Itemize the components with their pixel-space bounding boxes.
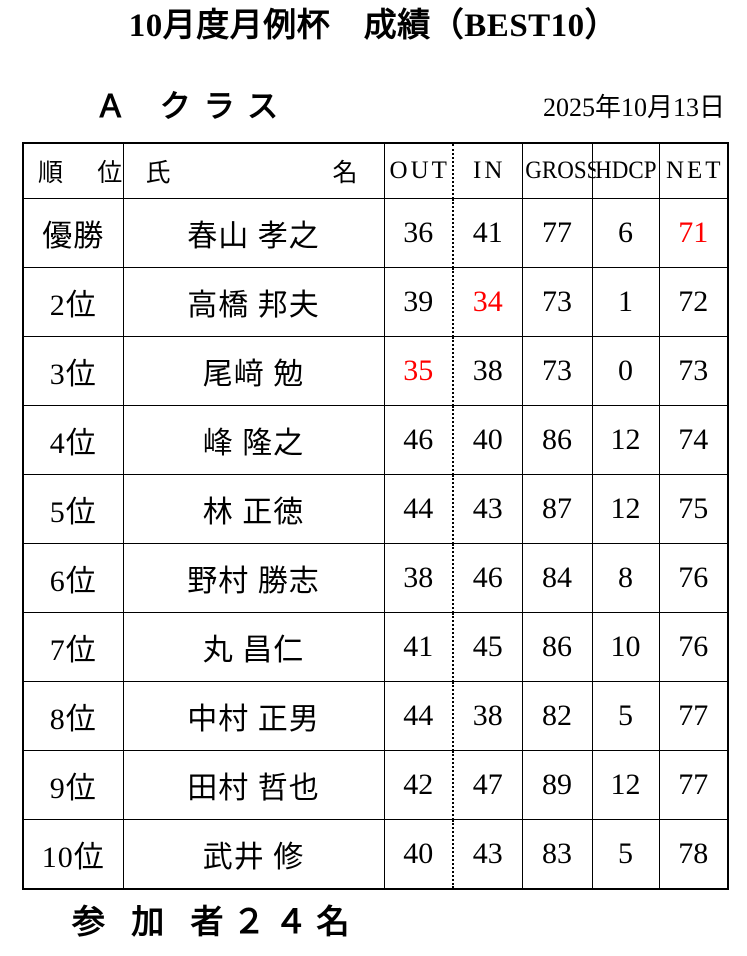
- table-row: 3位 尾﨑 勉 35 38 73 0 73: [22, 336, 729, 406]
- cell-rank: 10位: [22, 819, 124, 890]
- class-label: Ａ クラス: [95, 89, 292, 124]
- cell-hdcp: 12: [591, 405, 660, 475]
- cell-out: 36: [383, 198, 454, 268]
- cell-rank: 4位: [22, 405, 124, 475]
- cell-in: 41: [452, 198, 523, 268]
- cell-out: 42: [383, 750, 454, 820]
- cell-out: 44: [383, 681, 454, 751]
- cell-out: 46: [383, 405, 454, 475]
- cell-player-name: 春山 孝之: [122, 198, 385, 268]
- cell-hdcp: 1: [591, 267, 660, 337]
- cell-gross: 87: [521, 474, 593, 544]
- cell-net: 77: [658, 681, 729, 751]
- cell-rank: 7位: [22, 612, 124, 682]
- table-row: 10位 武井 修 40 43 83 5 78: [22, 819, 729, 890]
- cell-in: 43: [452, 819, 523, 890]
- cell-net: 71: [658, 198, 729, 268]
- cell-player-name: 中村 正男: [122, 681, 385, 751]
- cell-out: 39: [383, 267, 454, 337]
- cell-gross: 73: [521, 267, 593, 337]
- cell-out: 38: [383, 543, 454, 613]
- cell-in: 46: [452, 543, 523, 613]
- event-date: 2025年10月13日: [542, 93, 725, 122]
- results-table: 順 位 氏 名 OUT IN GROSS HDCP NET 優勝 春山 孝之 36 4…: [22, 142, 729, 890]
- cell-gross: 83: [521, 819, 593, 890]
- cell-rank: 9位: [22, 750, 124, 820]
- table-row: 5位林 正徳 44 43 87 12 75: [22, 474, 729, 544]
- cell-out: 44: [383, 474, 454, 544]
- cell-in: 40: [452, 405, 523, 475]
- participants-count: 参 加 者２４名: [72, 905, 359, 941]
- cell-gross: 84: [521, 543, 593, 613]
- cell-net: 76: [658, 543, 729, 613]
- cell-hdcp: 12: [591, 474, 660, 544]
- cell-hdcp: 0: [591, 336, 660, 406]
- cell-out: 35: [383, 336, 454, 406]
- cell-in: 38: [452, 681, 523, 751]
- cell-net: 74: [658, 405, 729, 475]
- column-header-name: 氏 名: [122, 142, 385, 199]
- cell-net: 77: [658, 750, 729, 820]
- cell-net: 72: [658, 267, 729, 337]
- cell-gross: 86: [521, 405, 593, 475]
- cell-hdcp: 6: [591, 198, 660, 268]
- cell-net: 75: [658, 474, 729, 544]
- cell-hdcp: 12: [591, 750, 660, 820]
- cell-player-name: 田村 哲也: [122, 750, 385, 820]
- cell-hdcp: 10: [591, 612, 660, 682]
- cell-in: 43: [452, 474, 523, 544]
- cell-rank: 5位: [22, 474, 124, 544]
- cell-in: 45: [452, 612, 523, 682]
- column-header-out: OUT: [383, 142, 454, 199]
- table-row: 8位 中村 正男 44 38 82 5 77: [22, 681, 729, 751]
- column-header-in: IN: [452, 142, 523, 199]
- table-body: 優勝 春山 孝之 36 41 77 6 71 2位 高橋 邦夫 39 34 73 1 72 3位 尾﨑 勉 35…: [22, 198, 729, 890]
- column-header-rank: 順 位: [22, 142, 124, 199]
- title-container: 10月度月例杯 成績（BEST10）: [0, 8, 747, 44]
- cell-rank: 2位: [22, 267, 124, 337]
- cell-player-name: 峰 隆之: [122, 405, 385, 475]
- cell-rank: 8位: [22, 681, 124, 751]
- cell-in: 38: [452, 336, 523, 406]
- cell-rank: 優勝: [22, 198, 124, 268]
- column-header-name-right: 名: [332, 160, 358, 187]
- cell-in: 47: [452, 750, 523, 820]
- cell-hdcp: 8: [591, 543, 660, 613]
- cell-player-name: 林 正徳: [122, 474, 385, 544]
- subtitle-container: Ａ クラス 2025年10月13日: [0, 88, 747, 132]
- cell-gross: 77: [521, 198, 593, 268]
- cell-hdcp: 5: [591, 681, 660, 751]
- cell-player-name: 武井 修: [122, 819, 385, 890]
- cell-net: 73: [658, 336, 729, 406]
- table-row: 6位 野村 勝志 38 46 84 8 76: [22, 543, 729, 613]
- table-row: 2位 高橋 邦夫 39 34 73 1 72: [22, 267, 729, 337]
- cell-rank: 3位: [22, 336, 124, 406]
- column-header-net: NET: [658, 142, 729, 199]
- column-header-hdcp: HDCP: [594, 142, 657, 199]
- cell-out: 41: [383, 612, 454, 682]
- cell-gross: 86: [521, 612, 593, 682]
- column-header-name-left: 氏: [145, 160, 171, 187]
- table-row: 優勝 春山 孝之 36 41 77 6 71: [22, 198, 729, 268]
- cell-gross: 89: [521, 750, 593, 820]
- cell-player-name: 野村 勝志: [122, 543, 385, 613]
- table-row: 7位丸 昌仁 41 45 86 10 76: [22, 612, 729, 682]
- cell-rank: 6位: [22, 543, 124, 613]
- cell-player-name: 高橋 邦夫: [122, 267, 385, 337]
- cell-player-name: 尾﨑 勉: [122, 336, 385, 406]
- cell-player-name: 丸 昌仁: [122, 612, 385, 682]
- cell-net: 78: [658, 819, 729, 890]
- cell-gross: 82: [521, 681, 593, 751]
- table-row: 4位峰 隆之 46 40 86 12 74: [22, 405, 729, 475]
- column-header-gross: GROSS: [524, 142, 599, 199]
- cell-hdcp: 5: [591, 819, 660, 890]
- page-title: 10月度月例杯 成績（BEST10）: [128, 8, 619, 44]
- table-row: 9位 田村 哲也 42 47 89 12 77: [22, 750, 729, 820]
- cell-out: 40: [383, 819, 454, 890]
- results-table-container: 順 位 氏 名 OUT IN GROSS HDCP NET 優勝 春山 孝之 36 4…: [22, 142, 729, 890]
- cell-net: 76: [658, 612, 729, 682]
- cell-in: 34: [452, 267, 523, 337]
- table-header-row: 順 位 氏 名 OUT IN GROSS HDCP NET: [22, 142, 729, 199]
- cell-gross: 73: [521, 336, 593, 406]
